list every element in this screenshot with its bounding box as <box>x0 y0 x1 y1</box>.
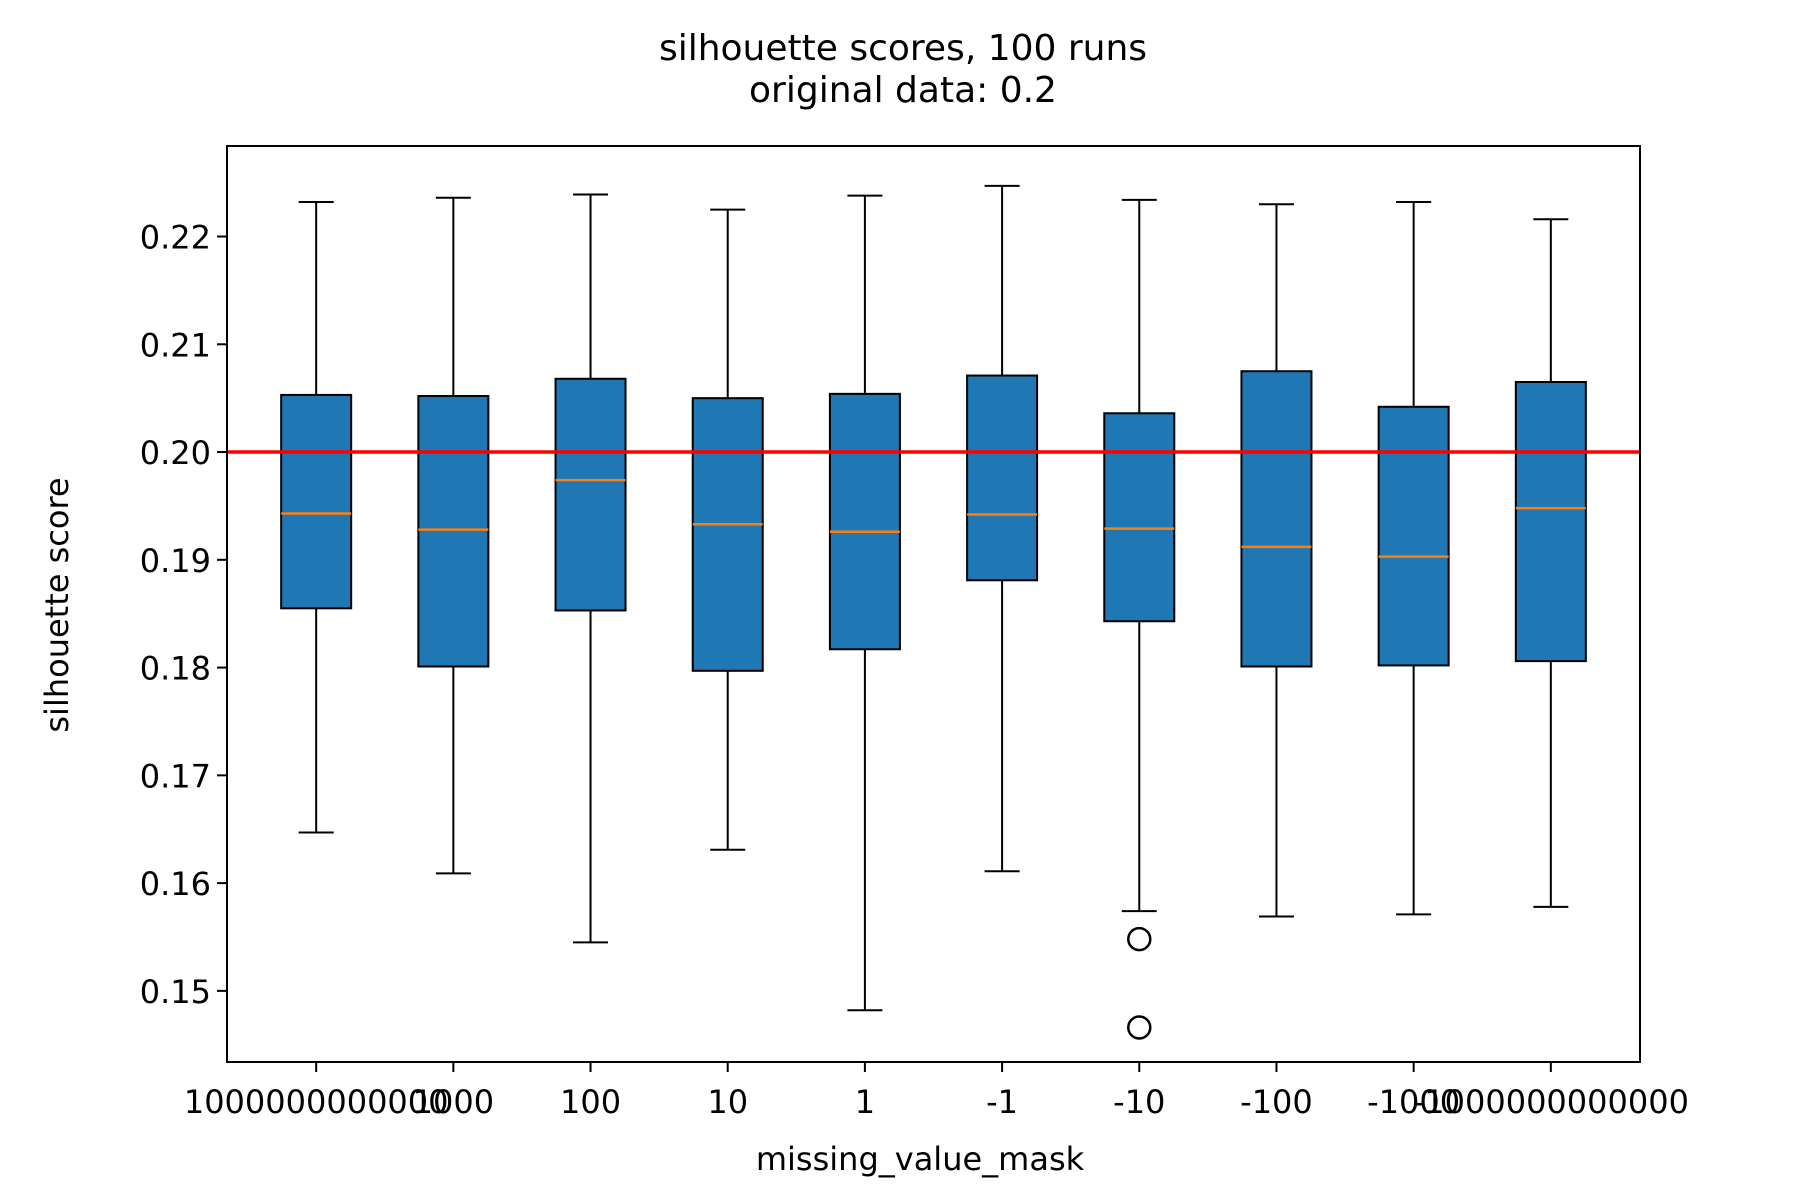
box-body <box>417 395 490 668</box>
plot-frame <box>226 145 1641 1063</box>
x-tick-label: -10 <box>1113 1083 1165 1121</box>
x-tick-label: 1 <box>855 1083 875 1121</box>
y-tick-label: 0.15 <box>140 973 211 1011</box>
y-tick-label: 0.18 <box>140 650 211 688</box>
plot-layer: 0.15 0.16 0.17 0.18 0.19 0.20 0.21 0.22 10000000… <box>140 145 1689 1121</box>
box-body <box>691 397 764 672</box>
x-tick-label: 1000 <box>413 1083 494 1121</box>
box-body <box>1377 405 1450 667</box>
y-tick-label: 0.16 <box>140 865 211 903</box>
box-body <box>1240 370 1313 668</box>
box-body <box>554 377 627 612</box>
x-tick-label: -100 <box>1240 1083 1313 1121</box>
box-body <box>1103 412 1176 623</box>
x-tick-label: -1 <box>986 1083 1018 1121</box>
box-body <box>966 374 1039 582</box>
x-tick-label: 10 <box>707 1083 748 1121</box>
x-tick-label: 100 <box>560 1083 621 1121</box>
y-axis-label: silhouette score <box>38 477 76 732</box>
y-tick-label: 0.19 <box>140 542 211 580</box>
box-body <box>1514 381 1587 663</box>
outlier-point <box>1127 1015 1152 1040</box>
y-tick-label: 0.22 <box>140 219 211 257</box>
box-body <box>828 392 901 651</box>
outlier-point <box>1127 926 1152 952</box>
chart-subtitle: original data: 0.2 <box>749 70 1057 111</box>
x-tick-label: -1000000000000 <box>1413 1083 1689 1121</box>
x-axis-label: missing_value_mask <box>756 1140 1085 1178</box>
box-body <box>280 393 353 610</box>
x-tick-label: -1000 <box>1367 1083 1460 1121</box>
y-tick-label: 0.21 <box>140 326 211 364</box>
chart-title: silhouette scores, 100 runs <box>659 28 1147 69</box>
y-tick-label: 0.17 <box>140 757 211 795</box>
x-tick-label: 1000000000000 <box>184 1083 449 1121</box>
y-tick-label: 0.20 <box>140 434 211 472</box>
